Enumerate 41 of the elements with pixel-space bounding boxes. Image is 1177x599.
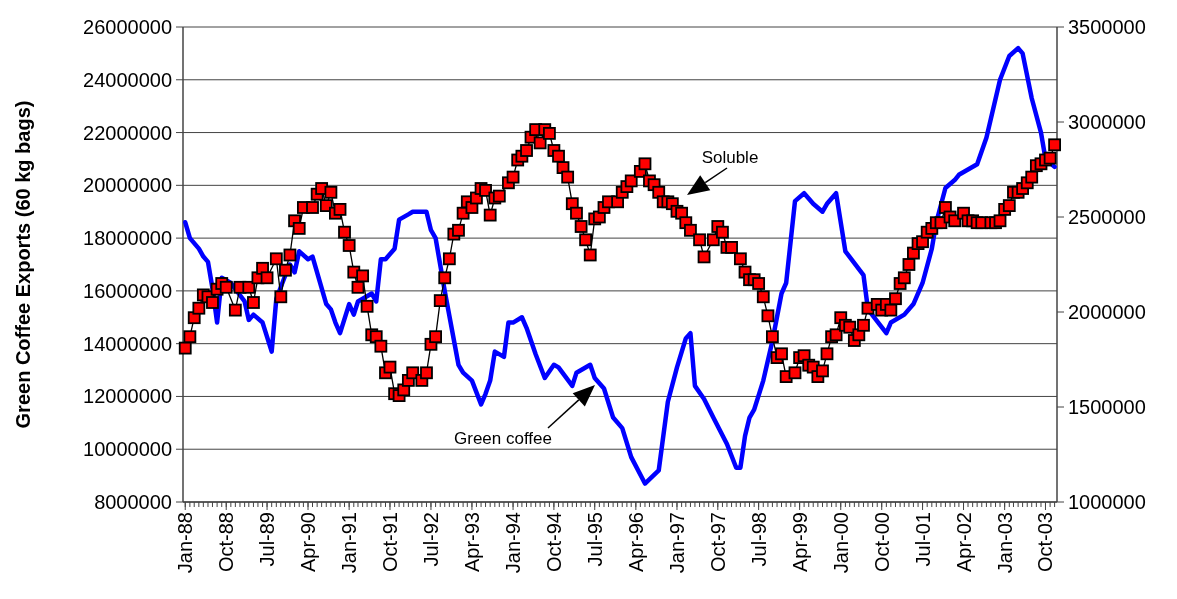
y-tick-label: 20000000: [83, 174, 172, 197]
x-tick-label: Apr-02: [952, 512, 975, 573]
x-tick-label: Apr-93: [460, 512, 483, 573]
x-tick-label: Oct-03: [1034, 512, 1057, 573]
x-tick-label: Jul-95: [583, 512, 606, 567]
x-tick-label: Jul-89: [256, 512, 279, 567]
y-tick-label: 22000000: [83, 121, 172, 144]
x-tick-label: Oct-94: [542, 512, 565, 573]
x-tick-label: Jan-00: [829, 512, 852, 574]
y2-tick-label: 2500000: [1068, 206, 1146, 228]
x-tick-label: Oct-97: [706, 512, 729, 573]
y2-tick-label: 1500000: [1068, 396, 1146, 418]
x-tick-label: Jul-01: [911, 512, 934, 567]
x-tick-label: Apr-96: [624, 512, 647, 573]
x-tick-label: Apr-90: [297, 512, 320, 573]
x-tick-label: Jul-92: [419, 512, 442, 567]
x-tick-label: Oct-88: [215, 512, 238, 573]
y-tick-label: 24000000: [83, 68, 172, 91]
y-tick-label: 12000000: [83, 385, 172, 408]
x-tick-label: Apr-99: [788, 512, 811, 573]
y2-tick-label: 3000000: [1068, 111, 1146, 133]
y2-tick-label: 1000000: [1068, 491, 1146, 513]
y2-tick-label: 2000000: [1068, 301, 1146, 323]
y2-tick-label: 3500000: [1068, 16, 1146, 38]
x-tick-label: Jan-97: [665, 512, 688, 574]
x-tick-label: Jan-94: [502, 512, 525, 574]
x-tick-label: Jan-88: [174, 512, 197, 574]
y-tick-label: 26000000: [83, 16, 172, 38]
annotation: Soluble: [701, 148, 759, 167]
annotation: Green coffee: [454, 429, 552, 448]
y-tick-label: 16000000: [83, 279, 172, 302]
y-tick-label: 8000000: [94, 491, 172, 513]
y-axis-title: Green Coffee Exports (60 kg bags): [12, 100, 34, 429]
y-tick-label: 10000000: [83, 438, 172, 461]
y-tick-label: 18000000: [83, 227, 172, 250]
y-tick-label: 14000000: [83, 332, 172, 355]
x-tick-label: Jan-91: [338, 512, 361, 574]
x-tick-label: Jan-03: [993, 512, 1016, 574]
x-tick-label: Jul-98: [747, 512, 770, 567]
x-tick-label: Oct-91: [378, 512, 401, 573]
x-tick-label: Oct-00: [870, 512, 893, 573]
